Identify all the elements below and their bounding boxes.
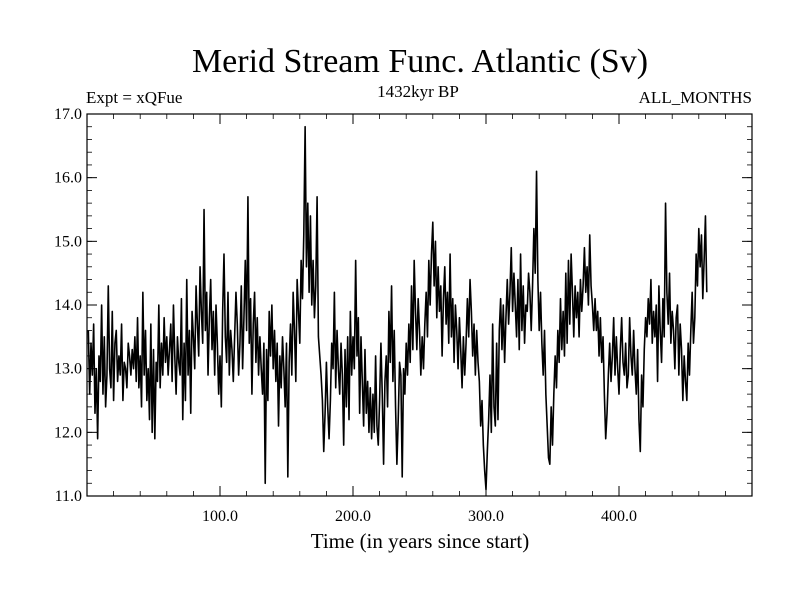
y-tick-label: 17.0 <box>54 106 82 123</box>
chart-title: Merid Stream Func. Atlantic (Sv) <box>192 43 648 80</box>
plot-area: 11.0 12.0 13.0 14.0 15.0 16.0 17.0 100.0 200.0 30… <box>54 106 753 525</box>
y-tick-label: 16.0 <box>54 170 82 187</box>
period-label: 1432kyr BP <box>377 82 459 101</box>
x-tick-label: 300.0 <box>468 508 504 525</box>
x-tick-label: 400.0 <box>601 508 637 525</box>
y-tick-label: 12.0 <box>54 424 82 441</box>
x-tick-label: 200.0 <box>335 508 371 525</box>
months-label: ALL_MONTHS <box>639 88 752 107</box>
y-tick-label: 15.0 <box>54 233 82 250</box>
y-tick-label: 14.0 <box>54 297 82 314</box>
y-tick-label: 11.0 <box>55 488 82 505</box>
y-tick-label: 13.0 <box>54 361 82 378</box>
experiment-label: Expt = xQFue <box>86 88 182 107</box>
x-axis-label: Time (in years since start) <box>311 529 530 553</box>
series-line <box>87 125 708 491</box>
x-tick-label: 100.0 <box>202 508 238 525</box>
